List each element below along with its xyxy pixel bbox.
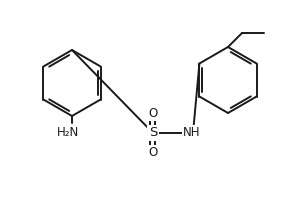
Text: S: S	[149, 127, 157, 140]
Text: O: O	[148, 107, 158, 120]
Text: H₂N: H₂N	[57, 127, 79, 140]
Text: NH: NH	[183, 127, 200, 140]
Text: O: O	[148, 147, 158, 160]
